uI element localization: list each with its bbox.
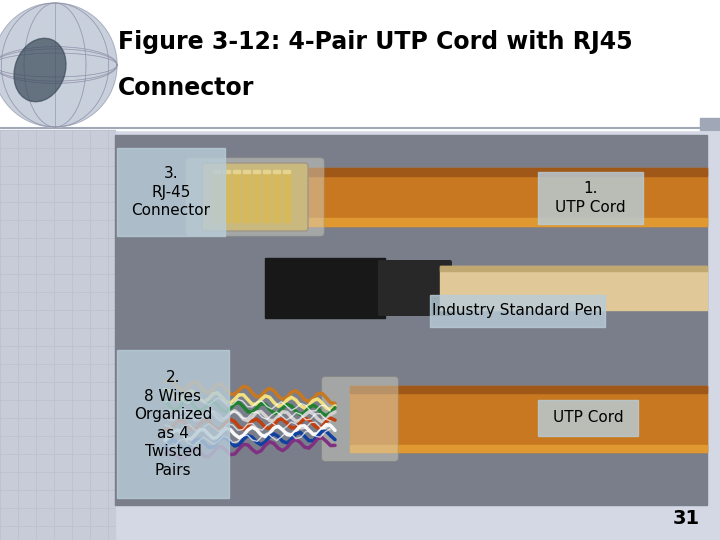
Bar: [440, 266, 707, 310]
Bar: [117, 148, 225, 236]
Bar: [538, 400, 638, 436]
FancyBboxPatch shape: [186, 158, 324, 236]
Circle shape: [0, 3, 117, 127]
Bar: [538, 172, 643, 224]
Bar: [295, 168, 707, 226]
Bar: [263, 170, 270, 173]
FancyBboxPatch shape: [202, 163, 308, 231]
Ellipse shape: [14, 38, 66, 102]
Bar: [350, 386, 707, 393]
Text: Industry Standard Pen: Industry Standard Pen: [433, 303, 603, 319]
Text: Connector: Connector: [118, 76, 254, 100]
Bar: [115, 135, 707, 505]
Bar: [253, 170, 260, 173]
Text: Figure 3-12: 4-Pair UTP Cord with RJ45: Figure 3-12: 4-Pair UTP Cord with RJ45: [118, 30, 633, 54]
Bar: [223, 170, 230, 173]
Bar: [0, 0, 720, 130]
Bar: [440, 266, 707, 271]
Bar: [243, 170, 250, 173]
Text: 3.
RJ-45
Connector: 3. RJ-45 Connector: [132, 166, 210, 218]
Bar: [295, 168, 707, 176]
Bar: [0, 130, 115, 540]
Bar: [283, 170, 290, 173]
Text: 31: 31: [673, 509, 700, 528]
Bar: [117, 350, 229, 498]
Bar: [243, 170, 250, 222]
Bar: [253, 170, 260, 222]
Bar: [265, 258, 385, 318]
Bar: [350, 445, 707, 452]
Bar: [233, 170, 240, 222]
FancyBboxPatch shape: [322, 377, 398, 461]
Bar: [213, 170, 220, 173]
Text: UTP Cord: UTP Cord: [553, 410, 624, 426]
Bar: [263, 170, 270, 222]
Bar: [700, 118, 720, 130]
Bar: [430, 295, 605, 327]
Bar: [350, 386, 707, 452]
Bar: [273, 170, 280, 173]
Bar: [295, 218, 707, 226]
Text: 1.
UTP Cord: 1. UTP Cord: [555, 181, 626, 215]
Bar: [213, 170, 220, 222]
Bar: [233, 170, 240, 173]
Bar: [273, 170, 280, 222]
Bar: [223, 170, 230, 222]
FancyBboxPatch shape: [378, 260, 452, 316]
Bar: [283, 170, 290, 222]
Text: 2.
8 Wires
Organized
as 4
Twisted
Pairs: 2. 8 Wires Organized as 4 Twisted Pairs: [134, 370, 212, 478]
